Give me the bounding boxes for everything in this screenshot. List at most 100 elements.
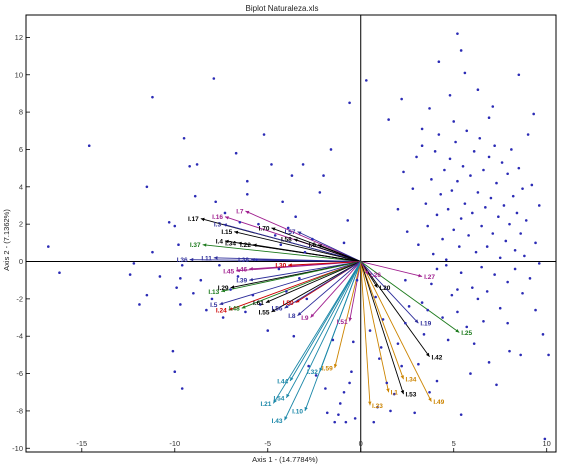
vector-label: I.53: [406, 392, 417, 399]
observation-point: [497, 215, 500, 218]
vector-arrowhead: [284, 304, 289, 309]
loading-vector: [310, 261, 362, 318]
loading-vector: [251, 259, 361, 262]
observation-point: [376, 405, 379, 409]
vector-arrowhead: [252, 243, 257, 247]
observation-point: [245, 179, 249, 183]
vector-arrowhead: [213, 256, 218, 260]
observation-point: [301, 163, 305, 166]
vector-label: I.9: [301, 315, 309, 322]
observation-point: [346, 219, 350, 222]
observation-point: [457, 245, 461, 248]
observation-point: [177, 243, 180, 247]
vector-arrowhead: [225, 239, 229, 244]
observation-point: [244, 310, 247, 314]
vector-label: I.51: [337, 319, 348, 326]
vector-label: I.26: [370, 272, 381, 279]
vector-label: I.8: [288, 313, 296, 320]
vector-arrowhead: [310, 313, 315, 318]
observation-point: [348, 381, 351, 385]
vector-label: I.58: [281, 237, 292, 244]
observation-point: [493, 144, 496, 148]
observation-point: [521, 187, 524, 190]
vector-label: I.50: [283, 300, 294, 307]
observation-point: [387, 118, 390, 121]
loading-vector: [234, 231, 361, 262]
vector-arrowhead: [400, 375, 404, 380]
observation-point: [229, 288, 232, 291]
vector-arrowhead: [304, 406, 308, 411]
observation-point: [314, 374, 318, 377]
vector-arrowhead: [364, 270, 369, 275]
vector-arrowhead: [293, 238, 298, 242]
vector-arrowhead: [249, 267, 253, 271]
observation-point: [87, 144, 91, 148]
vector-arrowhead: [219, 301, 224, 306]
x-tick-label: -15: [76, 439, 87, 448]
observation-point: [298, 277, 301, 280]
loading-vector: [202, 244, 361, 262]
observation-point: [459, 217, 463, 220]
observation-point: [430, 282, 433, 286]
observation-point: [348, 101, 351, 105]
observation-point: [515, 211, 519, 215]
observation-point: [47, 245, 50, 248]
y-tick-label: 6: [19, 145, 23, 154]
vector-label: I.61: [253, 300, 264, 307]
observation-point: [519, 353, 522, 357]
observation-point: [456, 32, 459, 35]
observation-point: [508, 349, 511, 353]
observation-point: [138, 303, 141, 306]
observation-point: [537, 262, 541, 265]
observation-point: [454, 140, 457, 144]
vector-arrowhead: [295, 299, 300, 303]
vector-label: I.16: [212, 214, 223, 221]
observation-point: [498, 306, 502, 310]
observation-point: [541, 333, 545, 336]
observation-point: [547, 353, 550, 357]
observation-point: [482, 168, 485, 172]
observation-point: [305, 297, 309, 301]
y-tick-label: 0: [19, 257, 23, 266]
vector-label: I.38: [238, 257, 249, 264]
vector-arrowhead: [202, 243, 207, 247]
vector-arrowhead: [286, 393, 290, 398]
vector-label: I.49: [433, 399, 444, 406]
observation-point: [448, 94, 452, 97]
observation-point: [188, 164, 191, 168]
vector-label: I.10: [292, 408, 303, 415]
observation-point: [524, 219, 528, 222]
observation-point: [266, 329, 270, 332]
loading-vector: [297, 231, 361, 262]
loading-vector: [304, 261, 362, 412]
observation-point: [257, 222, 260, 226]
observation-point: [459, 413, 463, 416]
vector-arrowhead: [290, 377, 294, 381]
observation-point: [513, 267, 517, 271]
observation-point: [506, 280, 509, 284]
x-tick-label: 10: [543, 439, 551, 448]
observation-point: [530, 183, 534, 187]
observation-point: [245, 192, 249, 196]
observation-point: [223, 211, 227, 215]
observation-point: [365, 79, 368, 82]
observation-point: [374, 295, 377, 299]
observation-point: [381, 318, 385, 321]
observation-point: [255, 258, 258, 261]
observation-point: [405, 230, 409, 233]
vector-label: I.48: [229, 306, 240, 313]
observation-point: [471, 286, 474, 289]
vector-arrowhead: [228, 307, 233, 311]
observation-point: [151, 95, 154, 99]
vector-label: I.37: [190, 242, 201, 249]
observation-point: [221, 316, 225, 319]
observation-point: [435, 379, 439, 383]
observation-point: [236, 275, 240, 278]
observation-point: [534, 241, 537, 245]
observation-point: [444, 263, 448, 267]
observation-point: [433, 150, 437, 153]
observation-point: [193, 194, 197, 198]
vector-arrowhead: [271, 227, 276, 231]
vector-arrowhead: [368, 401, 372, 406]
